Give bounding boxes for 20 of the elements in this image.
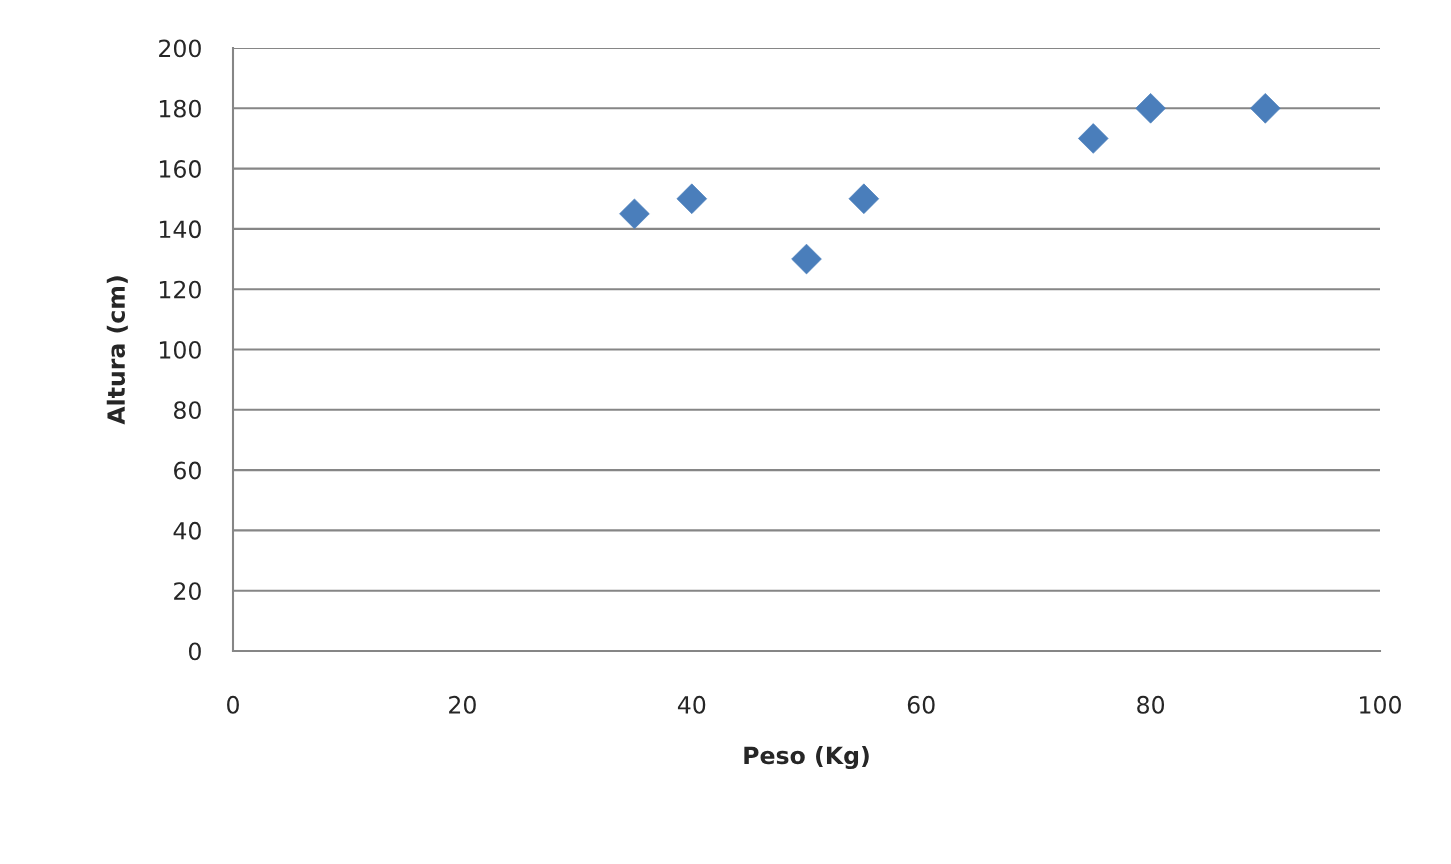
y-tick-label: 140	[159, 220, 201, 239]
x-tick-label: 100	[1360, 695, 1401, 714]
point	[1135, 93, 1166, 124]
x-axis-title: Peso (Kg)	[744, 746, 869, 770]
y-tick-label: 80	[174, 401, 201, 420]
y-tick-label: 100	[159, 340, 201, 359]
y-tick-label: 180	[159, 99, 201, 118]
y-axis-title: Altura (cm)	[106, 276, 128, 425]
y-tick-label: 160	[159, 160, 201, 178]
x-tick-label: 40	[677, 695, 706, 714]
y-tick-label: 40	[173, 521, 201, 540]
y-tick-label: 20	[174, 582, 201, 601]
x-tick-label: 60	[907, 695, 935, 714]
y-tick-label: 200	[159, 39, 201, 58]
y-tick-label: 120	[159, 280, 201, 299]
y-tick-label: 0	[188, 642, 201, 661]
x-tick-label: 80	[1137, 695, 1165, 714]
x-tick-label: 20	[449, 695, 476, 714]
x-tick-label: 0	[227, 695, 239, 714]
y-tick-label: 60	[174, 461, 201, 480]
